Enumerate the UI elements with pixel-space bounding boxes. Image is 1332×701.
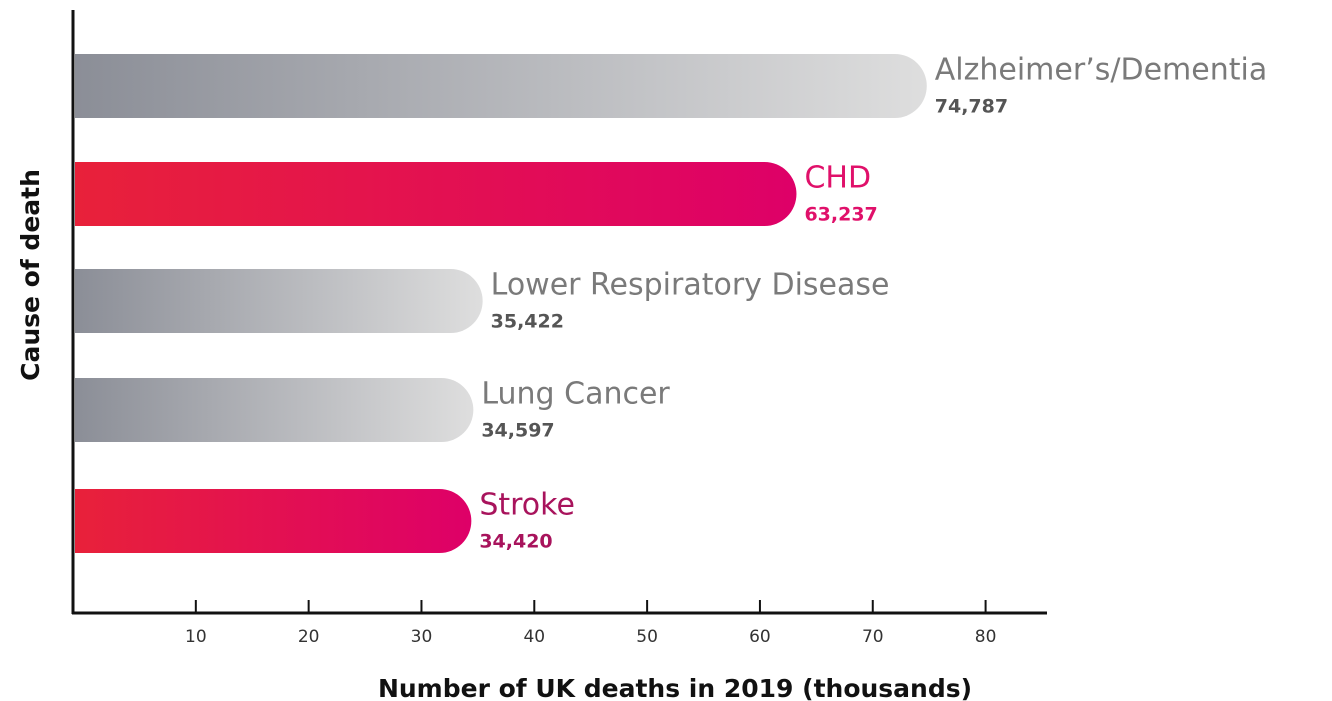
bar <box>75 489 472 553</box>
x-tick-label: 50 <box>636 627 658 647</box>
value-label: 63,237 <box>804 204 877 226</box>
bar <box>75 54 927 118</box>
bar <box>75 269 483 333</box>
x-tick-label: 20 <box>298 627 320 647</box>
x-tick-label: 30 <box>411 627 433 647</box>
bar <box>75 162 797 226</box>
value-label: 74,787 <box>935 96 1008 118</box>
category-label: Stroke <box>479 488 575 523</box>
x-tick-label: 40 <box>523 627 545 647</box>
category-label: CHD <box>804 161 871 196</box>
value-label: 35,422 <box>491 311 564 333</box>
x-tick-label: 60 <box>749 627 771 647</box>
value-label: 34,420 <box>479 531 552 553</box>
x-axis-label: Number of UK deaths in 2019 (thousands) <box>378 674 972 701</box>
x-tick-label: 70 <box>862 627 884 647</box>
value-label: 34,597 <box>481 420 554 442</box>
category-label: Alzheimer’s/Dementia <box>935 53 1267 88</box>
category-label: Lung Cancer <box>481 377 670 412</box>
x-tick-label: 10 <box>185 627 207 647</box>
category-label: Lower Respiratory Disease <box>491 268 890 303</box>
y-axis-label: Cause of death <box>16 169 45 381</box>
bar <box>75 378 474 442</box>
x-tick-label: 80 <box>975 627 997 647</box>
